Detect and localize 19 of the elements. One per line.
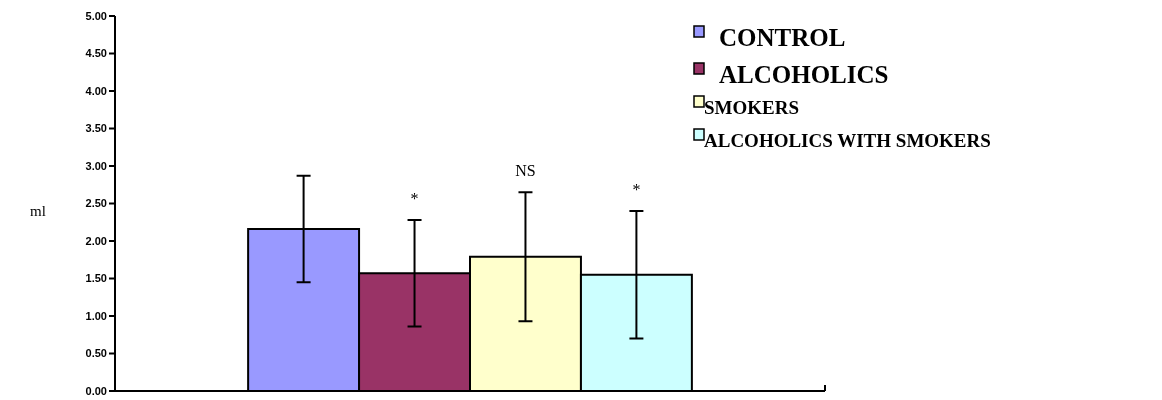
y-tick-label: 3.50: [85, 122, 107, 135]
y-tick-label: 3.00: [85, 159, 107, 172]
annotation: *: [632, 180, 641, 198]
y-tick-label: 4.50: [85, 47, 107, 60]
legend-label: ALCOHOLICS WITH SMOKERS: [704, 130, 991, 151]
annotation: *: [410, 189, 419, 207]
legend-label: CONTROL: [719, 24, 846, 51]
legend-label: ALCOHOLICS: [719, 61, 889, 88]
annotation: NS: [515, 161, 536, 179]
y-axis-title: ml: [30, 203, 46, 220]
y-tick-label: 1.00: [85, 309, 107, 322]
y-tick-label: 0.50: [85, 347, 107, 360]
y-tick-label: 5.00: [85, 9, 107, 22]
y-tick-label: 4.00: [85, 84, 107, 97]
y-tick-label: 0.00: [85, 384, 107, 397]
y-tick-label: 2.50: [85, 197, 107, 210]
y-tick-label: 2.00: [85, 234, 107, 247]
legend-label: SMOKERS: [704, 97, 800, 118]
y-tick-label: 1.50: [85, 272, 107, 285]
